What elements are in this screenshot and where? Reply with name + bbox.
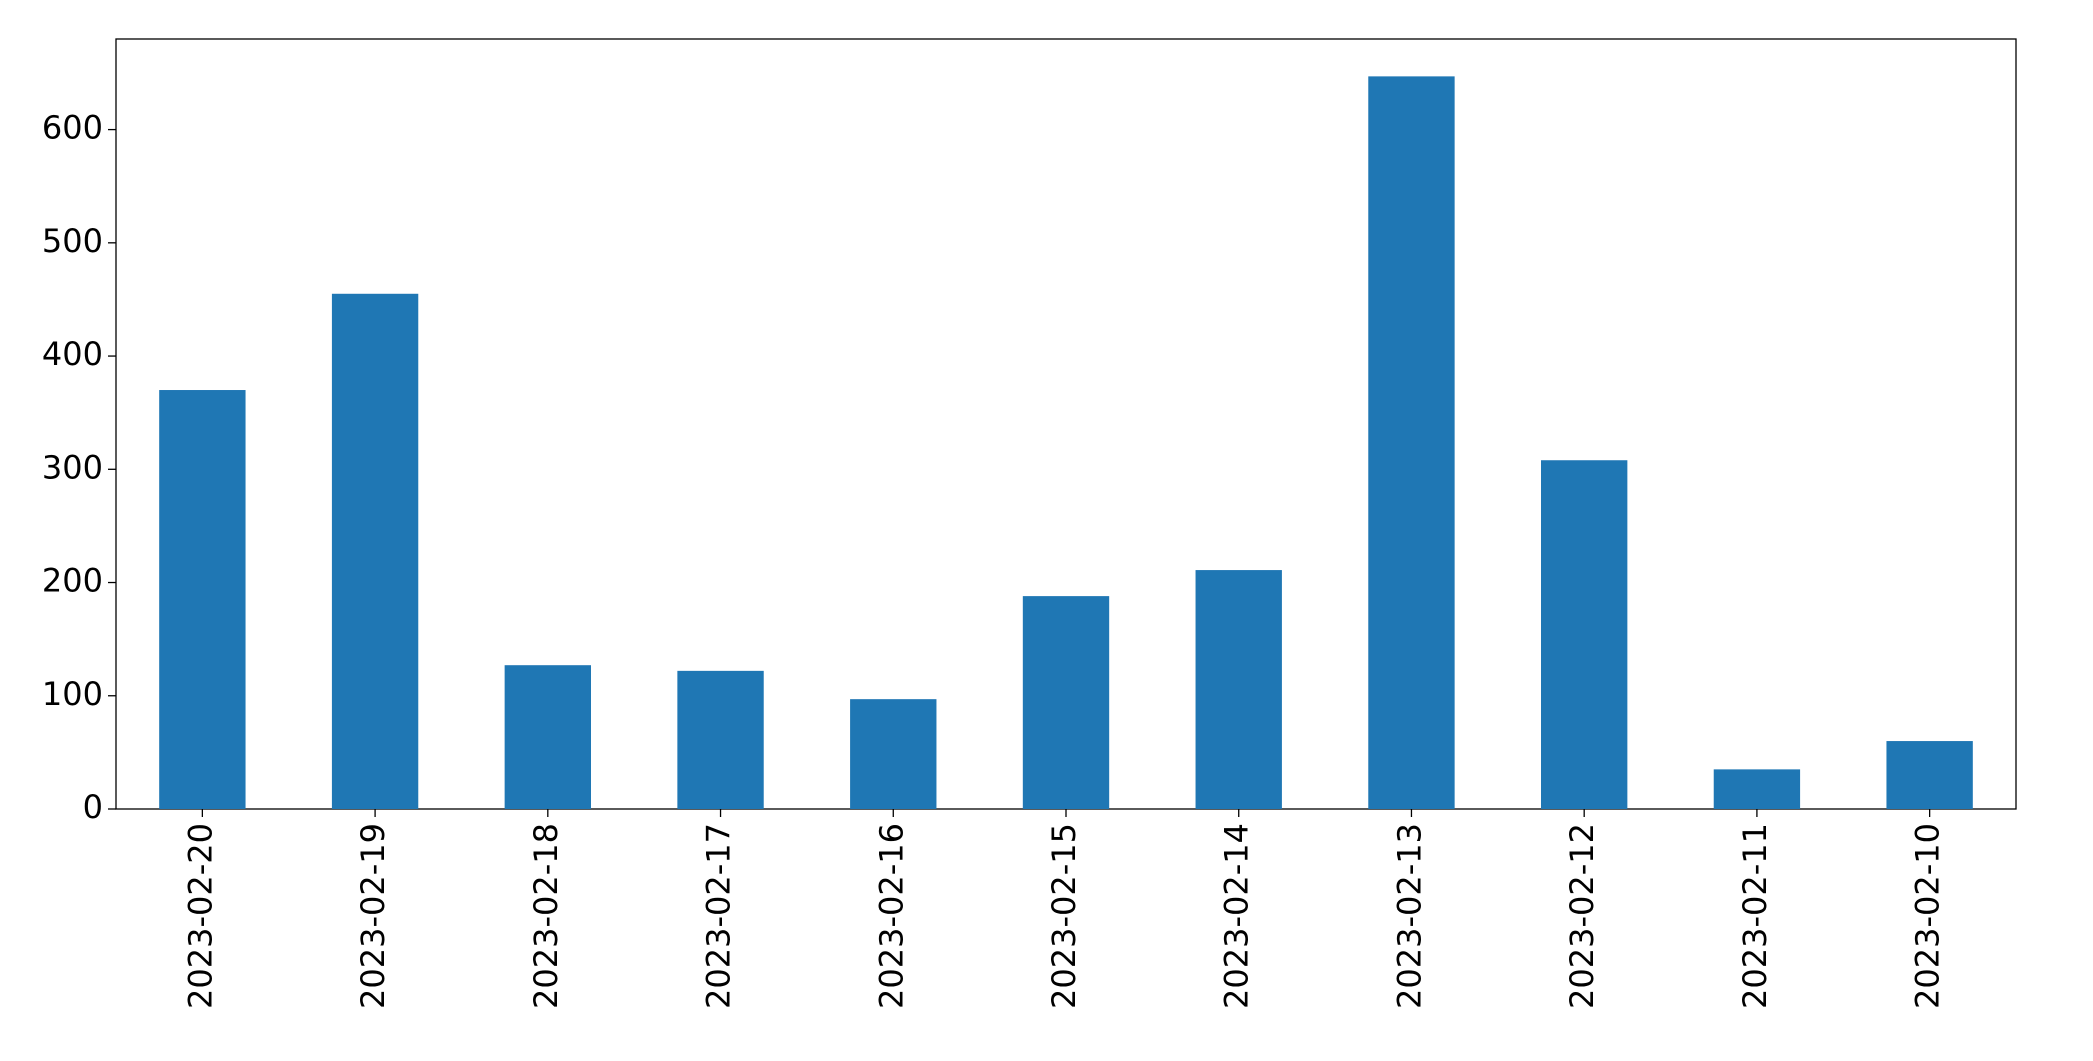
- y-tick-label: 400: [42, 335, 103, 373]
- x-tick-label: 2023-02-12: [1563, 823, 1601, 1009]
- y-tick-label: 0: [83, 788, 103, 826]
- x-tick-label: 2023-02-18: [527, 823, 565, 1009]
- y-tick-label: 600: [42, 109, 103, 147]
- x-tick-label: 2023-02-10: [1909, 823, 1947, 1009]
- x-tick-label: 2023-02-19: [354, 823, 392, 1009]
- bar: [677, 670, 764, 809]
- bar: [1886, 741, 1973, 809]
- bar: [850, 699, 937, 809]
- x-tick-label: 2023-02-15: [1045, 823, 1083, 1009]
- bar: [159, 390, 246, 809]
- bar: [504, 665, 591, 809]
- x-tick-label: 2023-02-13: [1390, 823, 1428, 1009]
- y-tick-label: 300: [42, 448, 103, 486]
- x-tick-label: 2023-02-11: [1736, 823, 1774, 1009]
- bar: [1195, 570, 1282, 809]
- bar: [1713, 769, 1801, 809]
- x-tick-label: 2023-02-20: [181, 823, 219, 1009]
- bar: [1022, 596, 1110, 809]
- y-tick-label: 200: [42, 562, 103, 600]
- bar: [331, 293, 419, 809]
- x-tick-label: 2023-02-17: [700, 823, 738, 1009]
- bar: [1368, 76, 1455, 809]
- y-tick-label: 100: [42, 675, 103, 713]
- bar: [1541, 460, 1628, 809]
- x-tick-label: 2023-02-14: [1218, 823, 1256, 1009]
- x-tick-label: 2023-02-16: [872, 823, 910, 1009]
- y-tick-label: 500: [42, 222, 103, 260]
